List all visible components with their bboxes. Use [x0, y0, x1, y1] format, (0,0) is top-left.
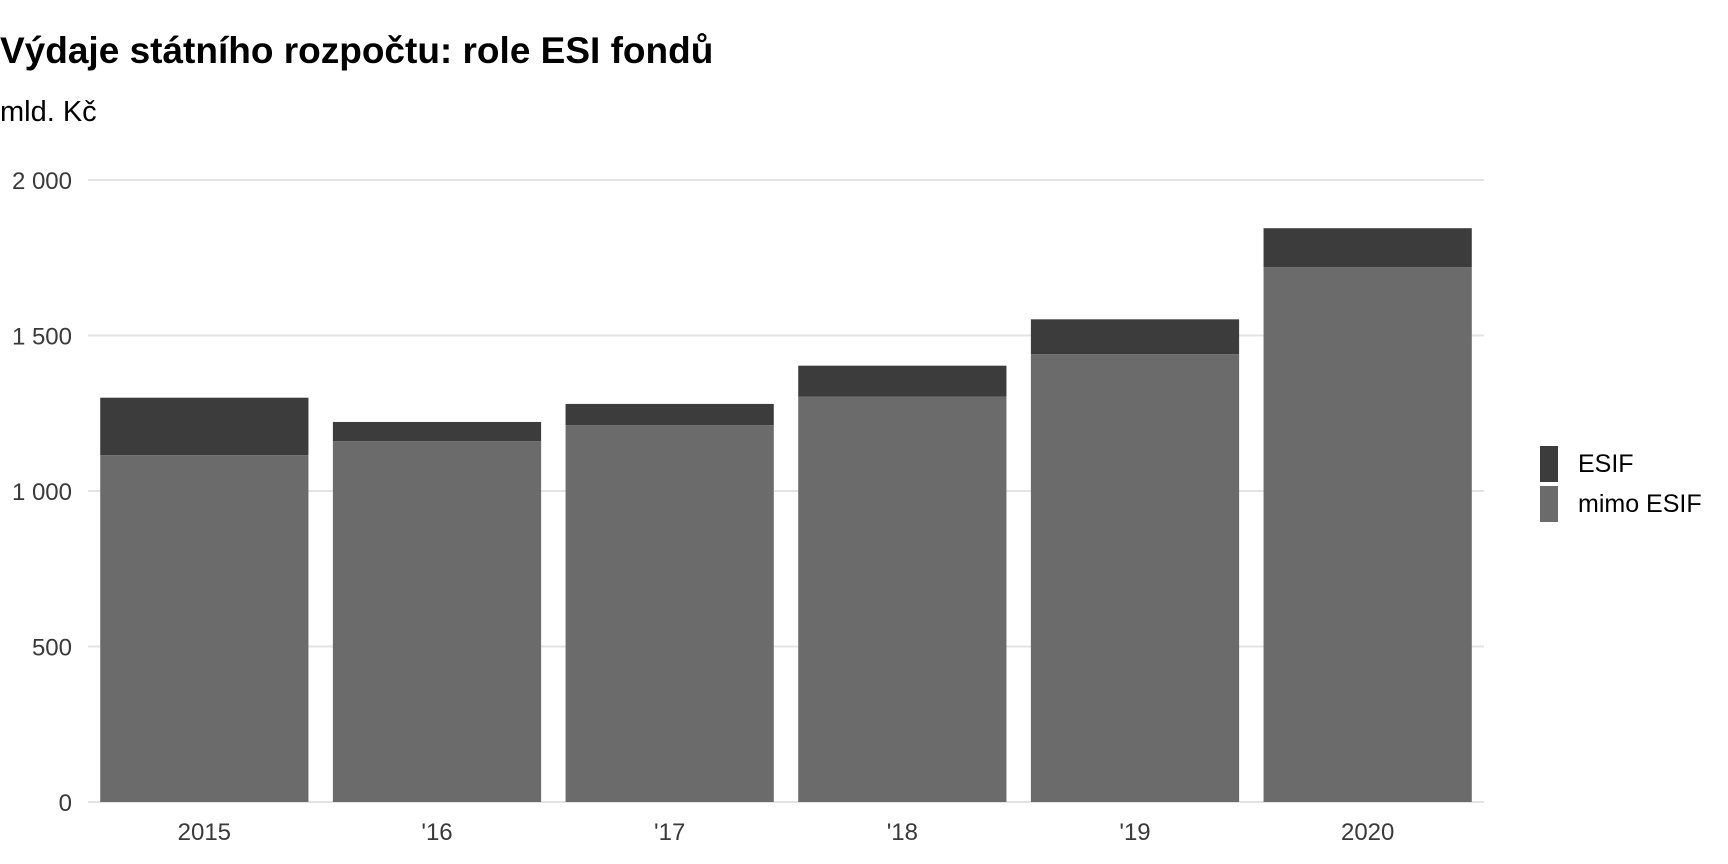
legend-label: ESIF: [1578, 449, 1634, 478]
chart-subtitle: mld. Kč: [0, 96, 97, 128]
bar-segment-mimo-esif: [1263, 267, 1472, 803]
x-tick-label: '18: [887, 819, 918, 846]
bar-segment-esif: [332, 421, 542, 442]
legend-label: mimo ESIF: [1578, 489, 1702, 518]
x-tick-label: '17: [654, 819, 685, 846]
y-tick-label: 0: [59, 790, 72, 817]
x-axis-ticks: 2015 '16 '17 '18 '19 2020: [178, 819, 1395, 846]
x-tick-label: 2015: [178, 819, 231, 846]
bar-segment-esif: [565, 403, 774, 426]
y-tick-label: 1 500: [12, 324, 72, 351]
bars: [100, 228, 1472, 803]
gridlines: [88, 179, 1484, 803]
legend-item: mimo ESIF: [1540, 486, 1702, 522]
chart-title: Výdaje státního rozpočtu: role ESI fondů: [0, 30, 714, 71]
bar-segment-mimo-esif: [565, 425, 774, 802]
y-tick-label: 1 000: [12, 479, 72, 506]
bar-segment-esif: [798, 365, 1007, 397]
bar-segment-mimo-esif: [1030, 354, 1240, 802]
y-axis-ticks: 0 500 1 000 1 500 2 000: [12, 168, 72, 817]
legend: ESIF mimo ESIF: [1540, 446, 1702, 526]
bar-segment-mimo-esif: [332, 441, 542, 802]
x-tick-label: 2020: [1341, 819, 1394, 846]
bar-segment-esif: [1030, 319, 1240, 355]
x-tick-label: '19: [1119, 819, 1150, 846]
bar-segment-esif: [1263, 228, 1472, 268]
legend-swatch: [1540, 486, 1558, 522]
x-tick-label: '16: [421, 819, 452, 846]
y-tick-label: 500: [32, 635, 72, 662]
bar-segment-esif: [100, 397, 309, 456]
legend-swatch: [1540, 446, 1558, 482]
legend-item: ESIF: [1540, 446, 1702, 482]
bar-segment-mimo-esif: [100, 455, 309, 802]
bar-segment-mimo-esif: [798, 396, 1007, 802]
y-tick-label: 2 000: [12, 168, 72, 195]
